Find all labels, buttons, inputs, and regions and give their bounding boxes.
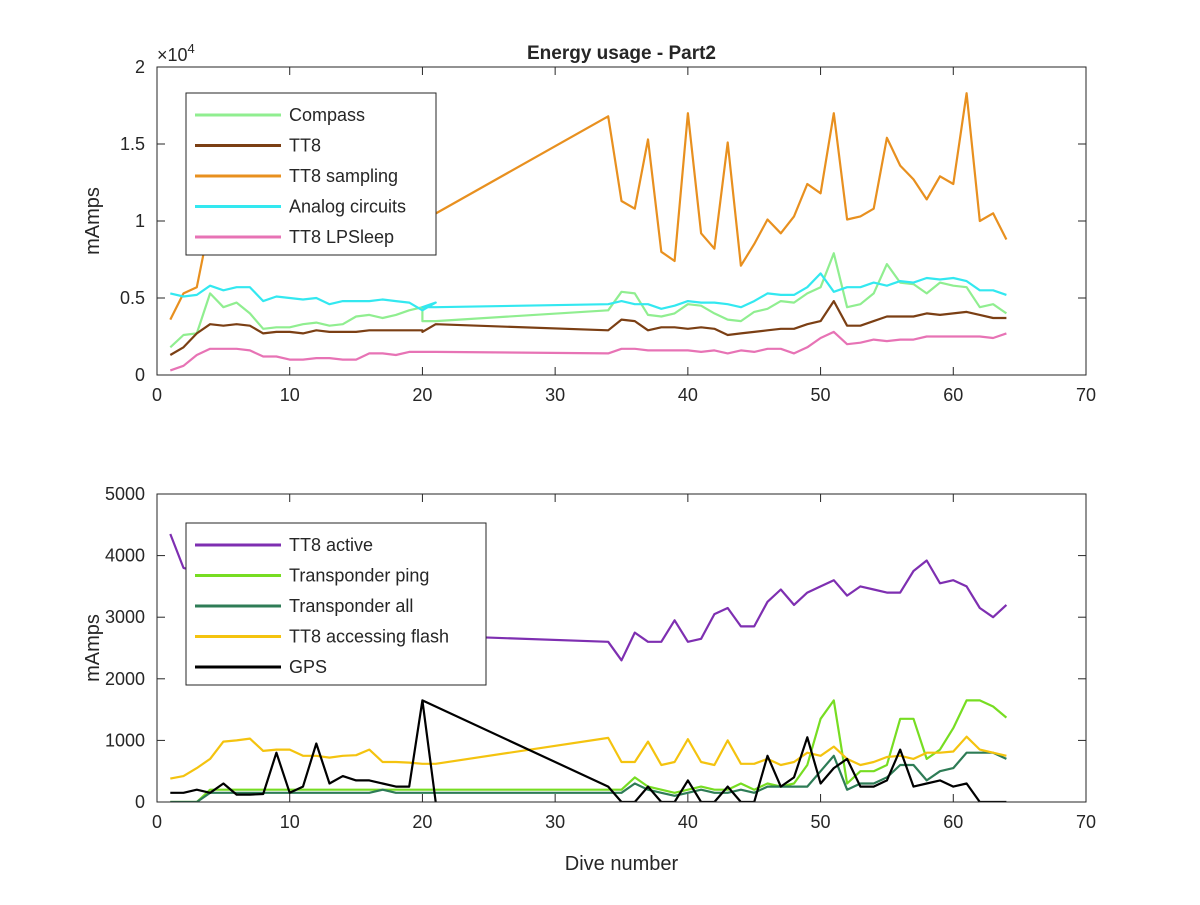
x-tick-label: 50 (811, 812, 831, 832)
y-axis-label: mAmps (82, 187, 104, 255)
x-tick-label: 10 (280, 385, 300, 405)
x-tick-label: 60 (943, 385, 963, 405)
y-tick-label: 5000 (105, 484, 145, 504)
x-tick-label: 50 (811, 385, 831, 405)
series-group (169, 533, 1008, 802)
y-tick-label: 3000 (105, 607, 145, 627)
series-line-compass (169, 252, 1008, 349)
legend-entry: TT8 LPSleep (289, 227, 394, 247)
y-axis-multiplier: ×104 (157, 41, 195, 65)
y-axis-label: mAmps (82, 614, 104, 682)
y-tick-label: 2 (135, 57, 145, 77)
series-line-tt8-active (169, 533, 1008, 662)
legend-entry: Transponder all (289, 596, 413, 616)
x-tick-label: 40 (678, 812, 698, 832)
x-axis-label: Dive number (565, 853, 679, 875)
x-tick-label: 10 (280, 812, 300, 832)
legend-entry: Transponder ping (289, 566, 429, 586)
y-tick-label: 2000 (105, 669, 145, 689)
x-tick-label: 60 (943, 812, 963, 832)
series-line-gps (170, 699, 1007, 802)
legend-box (185, 522, 487, 686)
x-tick-label: 20 (412, 385, 432, 405)
y-tick-label: 0.5 (120, 288, 145, 308)
series-line-tt8-lpsleep (169, 330, 1007, 372)
y-tick-label: 0 (135, 792, 145, 812)
x-tick-label: 0 (152, 812, 162, 832)
x-tick-label: 70 (1076, 812, 1096, 832)
series-line-analog-circuits (170, 272, 1007, 312)
legend-entry: TT8 active (289, 535, 373, 555)
legend-entry: TT8 (289, 136, 321, 156)
series-line-transponder-all (170, 751, 1007, 802)
series-line-tt8-sampling (169, 92, 1008, 321)
x-tick-label: 40 (678, 385, 698, 405)
x-tick-label: 30 (545, 812, 565, 832)
y-tick-label: 4000 (105, 546, 145, 566)
chart-title: Energy usage - Part2 (527, 43, 716, 64)
axes-box (156, 493, 1087, 803)
legend-entry: TT8 sampling (289, 166, 398, 186)
legend-entry: Compass (289, 105, 365, 125)
y-tick-label: 1 (135, 211, 145, 231)
y-tick-label: 0 (135, 365, 145, 385)
series-line-tt8-accessing-flash (170, 735, 1007, 780)
y-tick-label: 1000 (105, 730, 145, 750)
legend-entry: GPS (289, 657, 327, 677)
x-tick-label: 70 (1076, 385, 1096, 405)
series-line-tt8 (169, 300, 1007, 356)
legend-entry: Analog circuits (289, 197, 406, 217)
x-tick-label: 20 (412, 812, 432, 832)
x-tick-label: 30 (545, 385, 565, 405)
legend-box (185, 92, 437, 256)
x-tick-label: 0 (152, 385, 162, 405)
series-group (169, 92, 1008, 372)
legend-entry: TT8 accessing flash (289, 627, 449, 647)
y-tick-label: 1.5 (120, 134, 145, 154)
